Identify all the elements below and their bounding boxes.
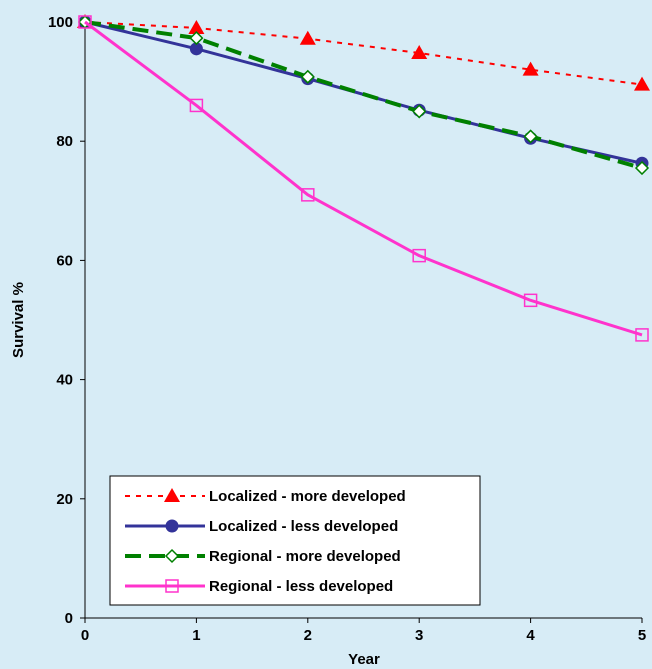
data-point <box>189 98 204 113</box>
series-line <box>84 20 643 170</box>
data-point <box>411 44 428 59</box>
y-tick-label: 100 <box>48 14 73 31</box>
x-axis-title: Year <box>348 651 380 668</box>
legend: Localized - more developed Localized - le… <box>109 475 481 606</box>
data-point <box>634 160 650 176</box>
data-point <box>299 30 316 45</box>
y-ticks: 0 20 40 60 80 100 <box>48 14 85 627</box>
data-point <box>301 188 315 202</box>
y-tick-label: 0 <box>65 610 73 627</box>
x-tick-label: 5 <box>638 627 646 644</box>
data-point <box>300 69 315 84</box>
y-tick-label: 80 <box>56 133 73 150</box>
x-tick-label: 3 <box>415 627 423 644</box>
legend-item: Regional - less developed <box>125 578 393 595</box>
series-3 <box>77 14 650 176</box>
legend-marker <box>164 548 180 564</box>
series-4 <box>78 15 649 342</box>
data-point <box>522 61 539 76</box>
y-axis-title: Survival % <box>10 282 27 358</box>
x-tick-label: 1 <box>192 627 200 644</box>
data-point <box>189 31 204 46</box>
x-ticks: 0 1 2 3 4 5 <box>81 618 646 644</box>
legend-marker <box>165 579 179 593</box>
legend-items: Localized - more developed Localized - le… <box>125 488 406 595</box>
data-point <box>188 19 205 34</box>
legend-item: Localized - more developed <box>125 488 406 505</box>
legend-label: Localized - more developed <box>209 488 406 505</box>
x-tick-label: 4 <box>526 627 535 644</box>
axes: 0 20 40 60 80 100 0 1 2 3 4 5 <box>48 14 646 644</box>
data-point <box>523 129 538 144</box>
legend-marker <box>165 519 179 533</box>
y-tick-label: 40 <box>56 372 73 389</box>
y-tick-label: 20 <box>56 491 73 508</box>
data-point <box>78 15 92 29</box>
legend-label: Regional - more developed <box>209 548 401 565</box>
data-point <box>412 104 427 119</box>
data-point <box>189 42 203 56</box>
series-line <box>84 20 643 337</box>
x-tick-label: 2 <box>304 627 312 644</box>
series-line <box>84 21 643 86</box>
data-point <box>412 248 426 263</box>
data-point <box>634 76 650 91</box>
data-point <box>635 328 649 342</box>
data-point <box>523 293 538 308</box>
legend-item: Regional - more developed <box>125 548 401 565</box>
legend-label: Regional - less developed <box>209 578 393 595</box>
legend-item: Localized - less developed <box>125 518 398 535</box>
series-group <box>77 14 650 342</box>
legend-label: Localized - less developed <box>209 518 398 535</box>
y-tick-label: 60 <box>56 252 73 269</box>
x-tick-label: 0 <box>81 627 89 644</box>
legend-marker <box>164 488 180 502</box>
